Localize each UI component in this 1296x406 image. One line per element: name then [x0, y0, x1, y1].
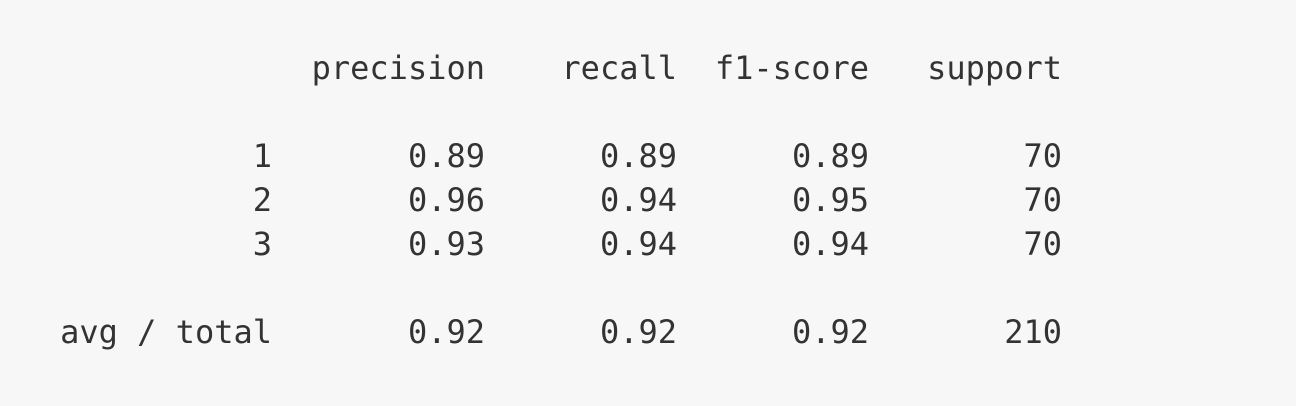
row-f1-score: 0.95: [791, 181, 869, 219]
summary-recall: 0.92: [599, 313, 677, 351]
row-precision: 0.93: [407, 225, 485, 263]
summary-precision: 0.92: [407, 313, 485, 351]
row-f1-score: 0.94: [791, 225, 869, 263]
row-support: 70: [1023, 225, 1062, 263]
summary-f1-score: 0.92: [791, 313, 869, 351]
summary-support: 210: [1004, 313, 1062, 351]
row-recall: 0.89: [599, 137, 677, 175]
row-label: 2: [252, 181, 272, 219]
row-recall: 0.94: [599, 181, 677, 219]
row-recall: 0.94: [599, 225, 677, 263]
row-support: 70: [1023, 181, 1062, 219]
header-f1-score: f1-score: [714, 49, 869, 87]
row-support: 70: [1023, 137, 1062, 175]
row-f1-score: 0.89: [791, 137, 869, 175]
row-precision: 0.96: [407, 181, 485, 219]
row-label: 3: [252, 225, 272, 263]
row-label: 1: [252, 137, 272, 175]
row-precision: 0.89: [407, 137, 485, 175]
header-precision: precision: [311, 49, 485, 87]
summary-label: avg / total: [60, 313, 272, 351]
header-recall: recall: [561, 49, 677, 87]
header-support: support: [927, 49, 1062, 87]
